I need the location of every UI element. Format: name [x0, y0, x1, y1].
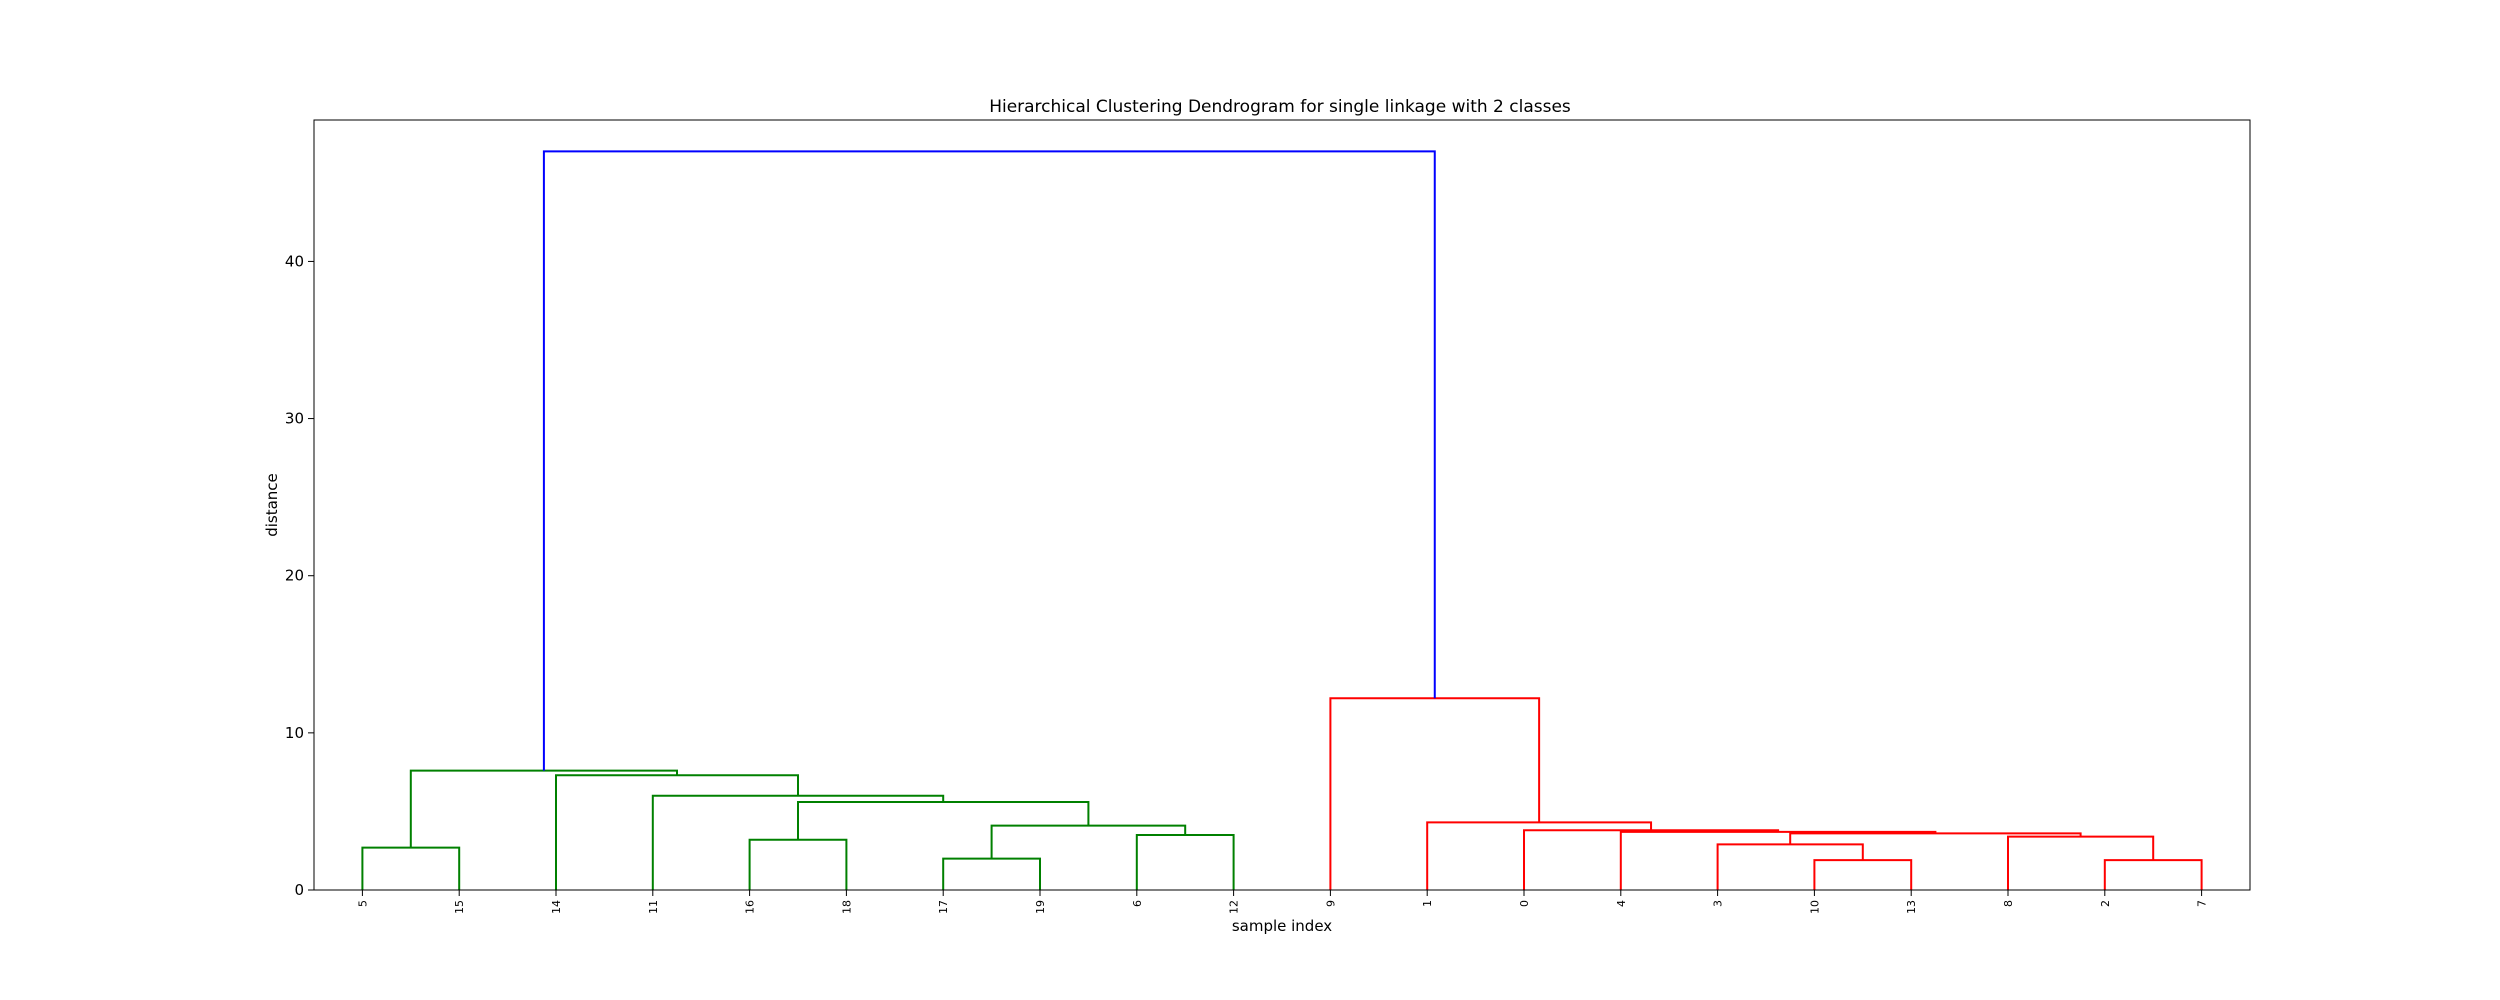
dendrogram-link-blue: [542, 150, 1436, 771]
leaf-label: 16: [744, 900, 757, 914]
leaf-label: 15: [453, 900, 466, 914]
leaf-label: 11: [647, 900, 660, 914]
dendrogram-link-red: [1329, 697, 1541, 890]
leaf-label: 14: [550, 900, 563, 914]
leaf-label: 10: [1808, 900, 1821, 914]
y-axis: 0 10 20 30 40: [285, 252, 314, 899]
dendrogram-link-red: [1426, 821, 1653, 890]
y-tick-label: 30: [285, 410, 304, 428]
y-tick-label: 10: [285, 724, 304, 742]
dendrogram-link-red: [2103, 859, 2203, 890]
dendrogram-links: [361, 150, 2203, 890]
leaf-label: 19: [1034, 900, 1047, 914]
plot-frame: [313, 119, 2251, 891]
y-tick-label: 20: [285, 567, 304, 585]
leaf-label: 5: [356, 900, 369, 907]
leaf-label: 7: [2196, 900, 2209, 907]
leaf-label: 9: [1324, 900, 1337, 907]
x-axis-label: sample index: [1232, 917, 1332, 935]
leaf-label: 12: [1228, 900, 1241, 914]
leaf-label: 0: [1518, 900, 1531, 907]
y-tick-label: 40: [285, 252, 304, 270]
y-tick-label: 0: [294, 881, 304, 899]
x-axis: 5 15 14 11 16 18 17 19 6 12 9 1 0 4 3 10 13 8 2 7: [356, 890, 2209, 914]
dendrogram-link-red: [1789, 832, 2082, 845]
leaf-label: 6: [1131, 900, 1144, 907]
leaf-label: 13: [1905, 900, 1918, 914]
leaf-label: 2: [2099, 900, 2112, 907]
dendrogram-link-red: [1813, 859, 1913, 890]
leaf-label: 4: [1615, 900, 1628, 907]
leaf-label: 3: [1712, 900, 1725, 907]
leaf-label: 8: [2002, 900, 2015, 907]
leaf-label: 1: [1421, 900, 1434, 907]
y-axis-label: distance: [263, 473, 281, 537]
dendrogram-link-red: [1716, 843, 1864, 890]
leaf-label: 17: [937, 900, 950, 914]
chart-title: Hierarchical Clustering Dendrogram for s…: [989, 97, 1571, 117]
dendrogram-link-red: [1523, 829, 1780, 890]
leaf-label: 18: [840, 900, 853, 914]
dendrogram-link-green: [555, 774, 799, 890]
